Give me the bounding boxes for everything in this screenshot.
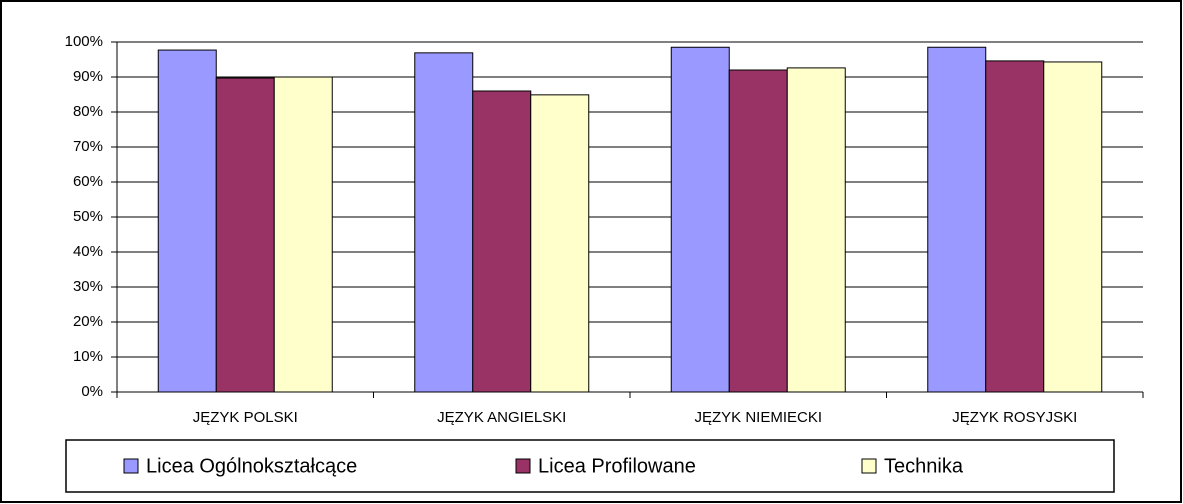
x-tick-label: JĘZYK POLSKI [193, 409, 298, 426]
legend-swatch [515, 458, 531, 474]
y-tick-label: 60% [73, 173, 103, 190]
y-tick-label: 50% [73, 208, 103, 225]
legend-label: Licea Ogólnokształcące [146, 455, 357, 477]
y-tick-label: 80% [73, 103, 103, 120]
legend-swatch [123, 458, 139, 474]
bar [157, 49, 217, 393]
x-tick-label: JĘZYK NIEMIECKI [694, 409, 822, 426]
bar [273, 76, 333, 393]
y-tick-label: 0% [81, 383, 103, 400]
legend-label: Licea Profilowane [538, 455, 696, 477]
y-tick-label: 30% [73, 278, 103, 295]
y-tick-label: 20% [73, 313, 103, 330]
bar [728, 69, 788, 393]
y-tick-label: 10% [73, 348, 103, 365]
legend-swatch [861, 458, 877, 474]
bar [215, 77, 275, 393]
bar [786, 67, 846, 393]
bar [1043, 61, 1103, 393]
bar [414, 52, 474, 393]
y-tick-label: 40% [73, 243, 103, 260]
x-tick-label: JĘZYK ANGIELSKI [437, 409, 566, 426]
x-tick-label: JĘZYK ROSYJSKI [952, 409, 1077, 426]
y-tick-label: 100% [65, 33, 103, 50]
bar [530, 94, 590, 393]
bar [985, 60, 1045, 393]
y-tick-label: 90% [73, 68, 103, 85]
y-tick-label: 70% [73, 138, 103, 155]
bar [472, 90, 532, 393]
legend-label: Technika [884, 455, 964, 477]
legend-box [65, 439, 1115, 493]
bar [670, 46, 730, 393]
bar [927, 46, 987, 393]
